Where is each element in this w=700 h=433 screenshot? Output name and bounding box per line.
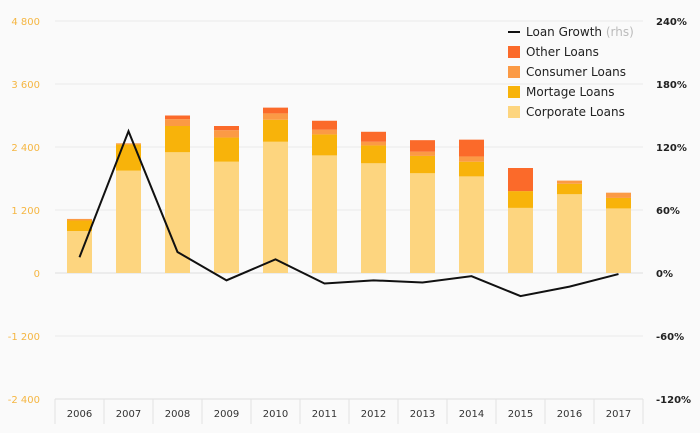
legend-swatch [508, 46, 520, 58]
bar-corporate-loans [508, 207, 533, 273]
bar-mortage-loans [67, 220, 92, 231]
right-tick-label: -60% [656, 332, 684, 343]
bar-corporate-loans [312, 155, 337, 273]
bar-mortage-loans [214, 137, 239, 162]
right-tick-label: 0% [656, 269, 673, 280]
left-tick-label: -2 400 [8, 395, 40, 406]
bar-mortage-loans [410, 155, 435, 174]
legend-label-loan-growth: Loan Growth (rhs) [526, 25, 634, 39]
bar-consumer-loans [263, 113, 288, 120]
bar-other-loans [410, 140, 435, 152]
bar-mortage-loans [361, 145, 386, 164]
x-tick-label: 2006 [67, 409, 92, 420]
bar-corporate-loans [410, 173, 435, 273]
right-tick-label: 240% [656, 17, 687, 28]
bar-mortage-loans [557, 183, 582, 195]
legend-swatch [508, 66, 520, 78]
bar-consumer-loans [67, 218, 92, 221]
bar-other-loans [361, 131, 386, 142]
bar-consumer-loans [312, 129, 337, 135]
x-tick-label: 2012 [361, 409, 386, 420]
bar-corporate-loans [165, 152, 190, 273]
legend-label-other-loans: Other Loans [526, 45, 599, 59]
left-tick-label: 0 [34, 269, 40, 280]
left-tick-label: 1 200 [11, 206, 40, 217]
bar-consumer-loans [116, 143, 141, 145]
legend-swatch [508, 86, 520, 98]
left-tick-label: 2 400 [11, 143, 40, 154]
bar-consumer-loans [557, 180, 582, 184]
x-tick-label: 2011 [312, 409, 337, 420]
x-tick-label: 2010 [263, 409, 288, 420]
x-tick-label: 2015 [508, 409, 533, 420]
bar-mortage-loans [459, 161, 484, 177]
bar-other-loans [508, 168, 533, 192]
bar-mortage-loans [606, 197, 631, 209]
x-tick-label: 2014 [459, 409, 484, 420]
bar-mortage-loans [508, 191, 533, 208]
bar-consumer-loans [410, 151, 435, 156]
left-tick-label: 3 600 [11, 80, 40, 91]
bar-corporate-loans [459, 176, 484, 273]
bar-other-loans [263, 107, 288, 114]
x-tick-label: 2017 [606, 409, 631, 420]
bar-consumer-loans [214, 130, 239, 138]
right-tick-label: -120% [656, 395, 691, 406]
bar-consumer-loans [459, 156, 484, 162]
left-tick-label: 4 800 [11, 17, 40, 28]
loan-growth-line [78, 128, 619, 298]
legend-label-consumer-loans: Consumer Loans [526, 65, 626, 79]
bar-corporate-loans [214, 161, 239, 273]
x-tick-label: 2007 [116, 409, 141, 420]
right-tick-label: 120% [656, 143, 687, 154]
x-tick-label: 2009 [214, 409, 239, 420]
right-tick-label: 60% [656, 206, 680, 217]
x-tick-label: 2016 [557, 409, 582, 420]
bar-mortage-loans [165, 126, 190, 153]
legend-suffix: (rhs) [606, 25, 634, 39]
x-tick-label: 2013 [410, 409, 435, 420]
bar-corporate-loans [263, 141, 288, 273]
bar-other-loans [459, 139, 484, 157]
bar-mortage-loans [116, 144, 141, 171]
bar-other-loans [312, 120, 337, 130]
bar-mortage-loans [263, 119, 288, 142]
bar-corporate-loans [606, 208, 631, 273]
legend-label-mortage-loans: Mortage Loans [526, 85, 615, 99]
legend-label-corporate-loans: Corporate Loans [526, 105, 625, 119]
bar-consumer-loans [165, 119, 190, 126]
legend-swatch [508, 106, 520, 118]
bar-corporate-loans [557, 194, 582, 273]
bar-mortage-loans [312, 134, 337, 156]
bar-corporate-loans [361, 163, 386, 273]
bar-corporate-loans [116, 170, 141, 273]
left-tick-label: -1 200 [8, 332, 40, 343]
bar-other-loans [165, 115, 190, 120]
bar-consumer-loans [361, 141, 386, 146]
x-tick-label: 2008 [165, 409, 190, 420]
bar-consumer-loans [606, 192, 631, 198]
right-tick-label: 180% [656, 80, 687, 91]
bar-other-loans [214, 126, 239, 131]
